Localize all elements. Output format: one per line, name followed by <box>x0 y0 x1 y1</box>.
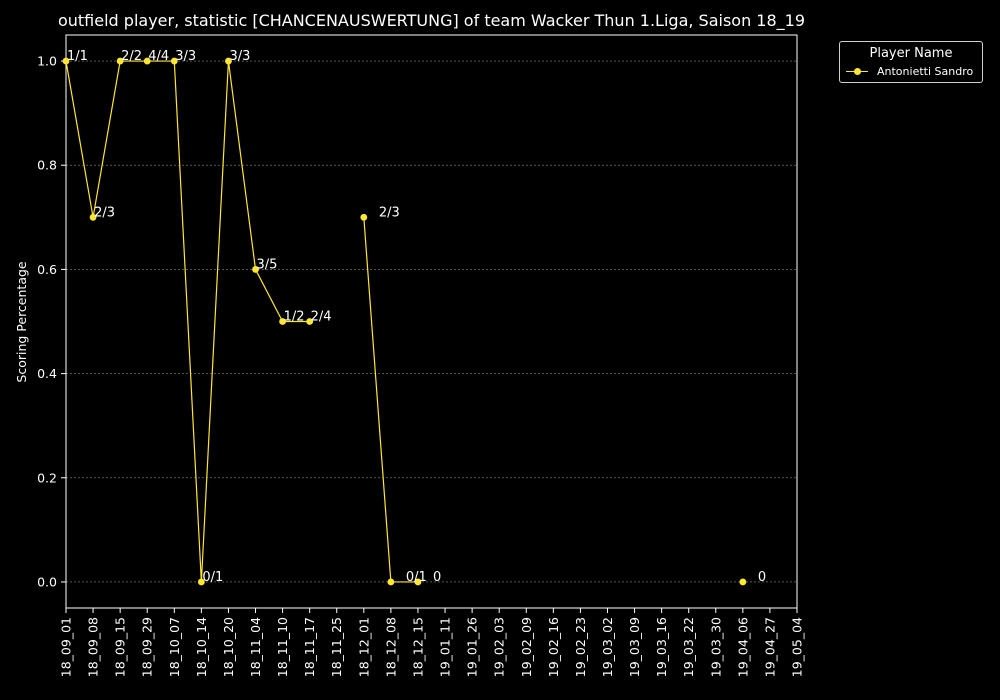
data-label: 3/3 <box>175 49 196 64</box>
data-label: 1/1 <box>67 49 88 64</box>
data-label: 0/1 <box>202 570 223 585</box>
x-tick-label: 19_04_27 <box>762 617 777 677</box>
x-tick-label: 18_11_04 <box>248 617 263 677</box>
data-label: 0 <box>758 570 766 585</box>
x-tick-label: 18_11_25 <box>329 617 344 677</box>
data-point <box>89 213 97 221</box>
y-tick-label: 0.6 <box>37 262 57 277</box>
data-label: 0 <box>433 570 441 585</box>
x-tick-label: 19_05_04 <box>790 617 805 677</box>
data-label: 1/2 <box>284 310 305 325</box>
data-labels: 1/1 2/3 2/2 4/4 3/3 0/1 3/3 3/5 1/2 2/4 2/3 0/1 0 0 <box>67 49 766 585</box>
x-tick-label: 19_01_26 <box>465 617 480 677</box>
data-label: 0/1 <box>406 570 427 585</box>
data-label: 3/3 <box>229 49 250 64</box>
x-tick-label: 19_03_09 <box>627 617 642 677</box>
data-point <box>279 318 286 325</box>
x-tick-label: 18_10_07 <box>167 617 182 677</box>
data-point <box>252 266 259 273</box>
y-tick-label: 0.4 <box>37 366 57 381</box>
axes: 0.0 0.2 0.4 0.6 0.8 1.0 18_09_01 18_09_08 18_09_… <box>37 34 805 677</box>
x-tick-label: 18_09_08 <box>86 617 101 677</box>
data-point <box>739 578 747 586</box>
x-tick-label: 18_11_17 <box>302 617 317 677</box>
data-point <box>116 57 124 65</box>
x-tick-label: 19_01_11 <box>438 617 453 677</box>
gridlines <box>66 60 797 583</box>
x-tick-label: 18_12_08 <box>383 617 398 677</box>
data-point <box>170 57 178 65</box>
x-tick-label: 18_09_29 <box>140 617 155 677</box>
data-label: 2/4 <box>311 310 332 325</box>
x-tick-label: 19_02_09 <box>519 617 534 677</box>
x-tick-label: 19_02_03 <box>492 617 507 677</box>
data-point <box>387 578 395 586</box>
data-label: 2/3 <box>94 205 115 220</box>
series-line <box>363 217 418 583</box>
legend-dot-marker <box>854 68 861 75</box>
x-tick-label: 19_02_23 <box>573 617 588 677</box>
x-tick-label: 18_12_01 <box>356 617 371 677</box>
data-point <box>62 57 70 65</box>
x-tick-label: 18_11_10 <box>275 617 290 677</box>
x-tick-label: 18_10_20 <box>221 617 236 677</box>
legend: Player Name Antonietti Sandro <box>839 41 983 83</box>
y-axis-label: Scoring Percentage <box>14 261 29 383</box>
chart-title: outfield player, statistic [CHANCENAUSWE… <box>57 11 806 30</box>
x-tick-label: 19_03_22 <box>681 617 696 677</box>
y-tick-label: 0.0 <box>37 574 57 589</box>
data-label: 2/2 <box>121 49 142 64</box>
series-line <box>65 60 310 582</box>
y-tick-label: 1.0 <box>37 54 57 69</box>
data-point <box>143 57 151 65</box>
data-point <box>360 213 368 221</box>
x-tick-label: 19_03_30 <box>708 617 723 677</box>
legend-label: Antonietti Sandro <box>877 65 974 78</box>
data-point <box>225 57 232 65</box>
x-tick-label: 19_04_06 <box>735 617 750 677</box>
y-tick-label: 0.2 <box>37 470 57 485</box>
y-tick-label: 0.8 <box>37 158 57 173</box>
x-tick-label: 18_09_01 <box>59 617 74 677</box>
x-tick-label: 18_09_15 <box>113 617 128 677</box>
data-point <box>306 318 314 325</box>
x-tick-label: 19_02_16 <box>546 617 561 677</box>
x-tick-label: 19_03_02 <box>600 617 615 677</box>
data-label: 4/4 <box>148 49 169 64</box>
x-tick-label: 18_12_15 <box>410 617 425 677</box>
data-label: 2/3 <box>379 205 400 220</box>
x-tick-label: 19_03_16 <box>654 617 669 677</box>
data-point <box>197 578 205 586</box>
plot-frame <box>65 34 798 609</box>
series-antonietti-sandro <box>62 57 747 586</box>
legend-title: Player Name <box>869 46 953 61</box>
x-tick-label: 18_10_14 <box>194 617 209 677</box>
data-point <box>414 578 422 586</box>
data-label: 3/5 <box>257 257 278 272</box>
